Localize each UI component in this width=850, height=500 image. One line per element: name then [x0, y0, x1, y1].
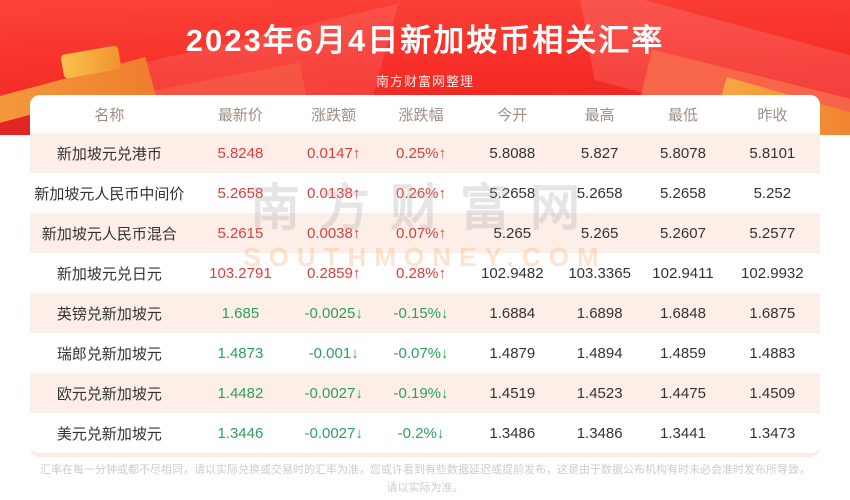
low-price: 5.2607	[660, 224, 706, 242]
high-price: 5.827	[580, 144, 619, 162]
change-amount: -0.0027↓	[304, 384, 363, 402]
open-price: 1.3486	[489, 424, 536, 442]
column-header: 涨跌幅	[375, 95, 467, 133]
page-subtitle: 南方财富网整理	[375, 74, 474, 89]
table-row: 美元兑新加坡元 1.3446 -0.0027↓ -0.2%↓ 1.3486 1.3486 1…	[30, 413, 820, 453]
high-price: 103.3365	[568, 264, 631, 282]
change-percent: 0.25%↑	[395, 144, 447, 162]
rates-table-card: 名称 最新价 涨跌额 涨跌幅 今开 最高 最低 昨收 新加坡元兑港币 5.8248 0.0147↑…	[30, 95, 820, 457]
change-amount: 0.0038↑	[306, 224, 361, 242]
high-price: 1.6898	[576, 304, 623, 322]
prev-close-price: 1.4883	[749, 344, 796, 362]
low-price: 1.4475	[660, 384, 706, 402]
latest-price: 5.2615	[217, 224, 264, 242]
low-price: 5.8078	[660, 144, 706, 162]
row-name: 新加坡元兑日元	[56, 265, 162, 283]
high-price: 1.3486	[576, 424, 623, 442]
change-amount: -0.001↓	[308, 344, 359, 362]
table-row: 瑞郎兑新加坡元 1.4873 -0.001↓ -0.07%↓ 1.4879 1.4894 1…	[30, 333, 820, 373]
row-name: 新加坡元兑港币	[56, 145, 162, 163]
open-price: 1.6884	[489, 304, 536, 322]
change-amount: -0.0027↓	[304, 424, 363, 442]
prev-close-price: 5.2577	[749, 224, 796, 242]
prev-close-price: 5.252	[753, 184, 792, 202]
column-header: 最新价	[188, 95, 292, 133]
latest-price: 1.4873	[217, 344, 264, 362]
open-price: 5.265	[493, 224, 532, 242]
open-price: 1.4519	[489, 384, 536, 402]
column-header: 昨收	[724, 95, 820, 133]
high-price: 1.4523	[576, 384, 623, 402]
latest-price: 5.2658	[217, 184, 264, 202]
open-price: 5.2658	[489, 184, 536, 202]
latest-price: 1.685	[221, 304, 260, 322]
prev-close-price: 102.9932	[741, 264, 804, 282]
page-title: 2023年6月4日新加坡币相关汇率	[185, 23, 665, 58]
disclaimer: 汇率在每一分钟或都不尽相同，请以实际兑换或交易时的汇率为准，您或许看到有些数据延…	[25, 462, 825, 497]
change-percent: -0.19%↓	[393, 384, 449, 402]
change-percent: -0.07%↓	[393, 344, 449, 362]
prev-close-price: 1.6875	[749, 304, 796, 322]
high-price: 1.4894	[576, 344, 623, 362]
prev-close-price: 5.8101	[749, 144, 796, 162]
table-row: 新加坡元兑港币 5.8248 0.0147↑ 0.25%↑ 5.8088 5.827 5.8…	[30, 133, 820, 173]
change-percent: 0.07%↑	[395, 224, 447, 242]
low-price: 1.6848	[660, 304, 706, 322]
change-percent: 0.26%↑	[395, 184, 447, 202]
change-amount: 0.0147↑	[306, 144, 361, 162]
column-header: 最低	[641, 95, 725, 133]
row-name: 瑞郎兑新加坡元	[56, 345, 162, 363]
latest-price: 1.4482	[217, 384, 264, 402]
low-price: 5.2658	[660, 184, 706, 202]
column-header: 涨跌额	[292, 95, 376, 133]
table-row: 新加坡元人民币中间价 5.2658 0.0138↑ 0.26%↑ 5.2658 5.265…	[30, 173, 820, 213]
table-row: 英镑兑新加坡元 1.685 -0.0025↓ -0.15%↓ 1.6884 1.6898 1…	[30, 293, 820, 333]
table-row: 欧元兑新加坡元 1.4482 -0.0027↓ -0.19%↓ 1.4519 1.4523…	[30, 373, 820, 413]
row-name: 新加坡元人民币中间价	[34, 185, 185, 203]
disclaimer-line-2: 请以实际为准。	[386, 481, 464, 494]
row-name: 新加坡元人民币混合	[41, 225, 177, 243]
open-price: 102.9482	[481, 264, 544, 282]
open-price: 1.4879	[489, 344, 536, 362]
high-price: 5.2658	[576, 184, 623, 202]
prev-close-price: 1.4509	[749, 384, 796, 402]
low-price: 1.4859	[660, 344, 706, 362]
column-header: 名称	[30, 95, 189, 133]
disclaimer-line-1: 汇率在每一分钟或都不尽相同，请以实际兑换或交易时的汇率为准，您或许看到有些数据延…	[40, 464, 810, 476]
column-header: 今开	[466, 95, 558, 133]
low-price: 102.9411	[652, 264, 714, 282]
change-amount: 0.0138↑	[306, 184, 361, 202]
row-name: 英镑兑新加坡元	[56, 305, 162, 323]
high-price: 5.265	[580, 224, 619, 242]
row-name: 欧元兑新加坡元	[56, 385, 162, 403]
row-name: 美元兑新加坡元	[56, 425, 162, 443]
table-row: 新加坡元人民币混合 5.2615 0.0038↑ 0.07%↑ 5.265 5.265 5.…	[30, 213, 820, 253]
open-price: 5.8088	[489, 144, 536, 162]
change-percent: 0.28%↑	[395, 264, 447, 282]
change-amount: -0.0025↓	[304, 304, 363, 322]
latest-price: 1.3446	[217, 424, 264, 442]
latest-price: 5.8248	[217, 144, 264, 162]
low-price: 1.3441	[660, 424, 706, 442]
change-percent: -0.15%↓	[393, 304, 449, 322]
latest-price: 103.2791	[209, 264, 272, 282]
change-amount: 0.2859↑	[306, 264, 361, 282]
column-header: 最高	[557, 95, 642, 133]
table-header-row: 名称 最新价 涨跌额 涨跌幅 今开 最高 最低 昨收	[30, 95, 820, 133]
change-percent: -0.2%↓	[397, 424, 445, 442]
prev-close-price: 1.3473	[749, 424, 796, 442]
table-row: 新加坡元兑日元 103.2791 0.2859↑ 0.28%↑ 102.9482 103.…	[30, 253, 820, 293]
exchange-rates-table: 名称 最新价 涨跌额 涨跌幅 今开 最高 最低 昨收 新加坡元兑港币 5.8248 0.0147↑…	[30, 95, 820, 453]
